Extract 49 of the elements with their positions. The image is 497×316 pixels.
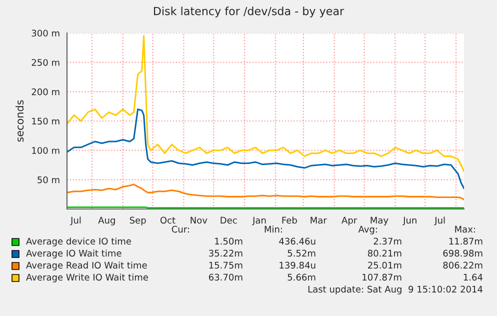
text: 806.22m [443, 262, 482, 269]
text: 1.50m [215, 238, 242, 245]
text: Avg: [358, 226, 377, 234]
y-tick-label: 150 m [32, 118, 60, 125]
x-tick-label: Jul [434, 216, 445, 226]
text: 436.46u [279, 238, 316, 245]
text: Cur: [172, 226, 189, 233]
y-tick-label: 250 m [32, 59, 60, 66]
line-series [67, 108, 464, 190]
text: 11.87m [449, 238, 482, 245]
x-tick-label: Feb [282, 216, 297, 224]
text: 80.21m [368, 250, 402, 257]
text: 15.75m [209, 262, 242, 269]
legend-label: Average Read IO Wait time [26, 262, 147, 270]
legend-label: Average Write IO Wait time [26, 274, 148, 282]
text: Min: [264, 226, 282, 232]
y-tick-label: 200 m [32, 88, 60, 96]
text: 139.84u [280, 262, 316, 269]
x-tick-label: Jun [402, 216, 416, 226]
y-tick-label: 100 m [32, 147, 60, 154]
legend-label: Average device IO time [26, 238, 132, 246]
x-tick-label: Mar [310, 216, 327, 224]
text: Max: [455, 226, 475, 233]
text: Last update: Sat Aug 9 15:10:02 2014 [308, 286, 482, 294]
x-tick-label: Apr [342, 216, 358, 226]
line-series [67, 35, 464, 172]
text: 25.01m [368, 262, 402, 269]
x-tick-label: Oct [160, 216, 176, 224]
x-tick-label: Aug [98, 216, 115, 226]
legend-label: Average IO Wait time [26, 250, 122, 258]
text: 698.98m [443, 250, 482, 257]
line-series [67, 184, 464, 200]
x-tick-label: Jul [70, 216, 81, 226]
text: 5.66m [288, 274, 316, 281]
text: 107.87m [362, 274, 402, 281]
x-tick-label: May [370, 216, 388, 226]
y-tick-label: 300 m [32, 30, 60, 37]
text: 5.52m [288, 250, 316, 257]
chart-title: Disk latency for /dev/sda - by year [154, 6, 344, 18]
x-tick-label: Nov [190, 216, 208, 224]
x-tick-label: Jan [252, 216, 266, 226]
y-tick-label: 50 m [38, 176, 60, 184]
text: 63.70m [208, 274, 242, 281]
x-tick-label: Sep [130, 216, 146, 226]
x-tick-label: Dec [220, 216, 237, 224]
text: 2.37m [374, 238, 402, 245]
text: 35.22m [209, 250, 242, 257]
text: 1.64 [464, 274, 482, 281]
y-axis-title: seconds [16, 100, 24, 142]
